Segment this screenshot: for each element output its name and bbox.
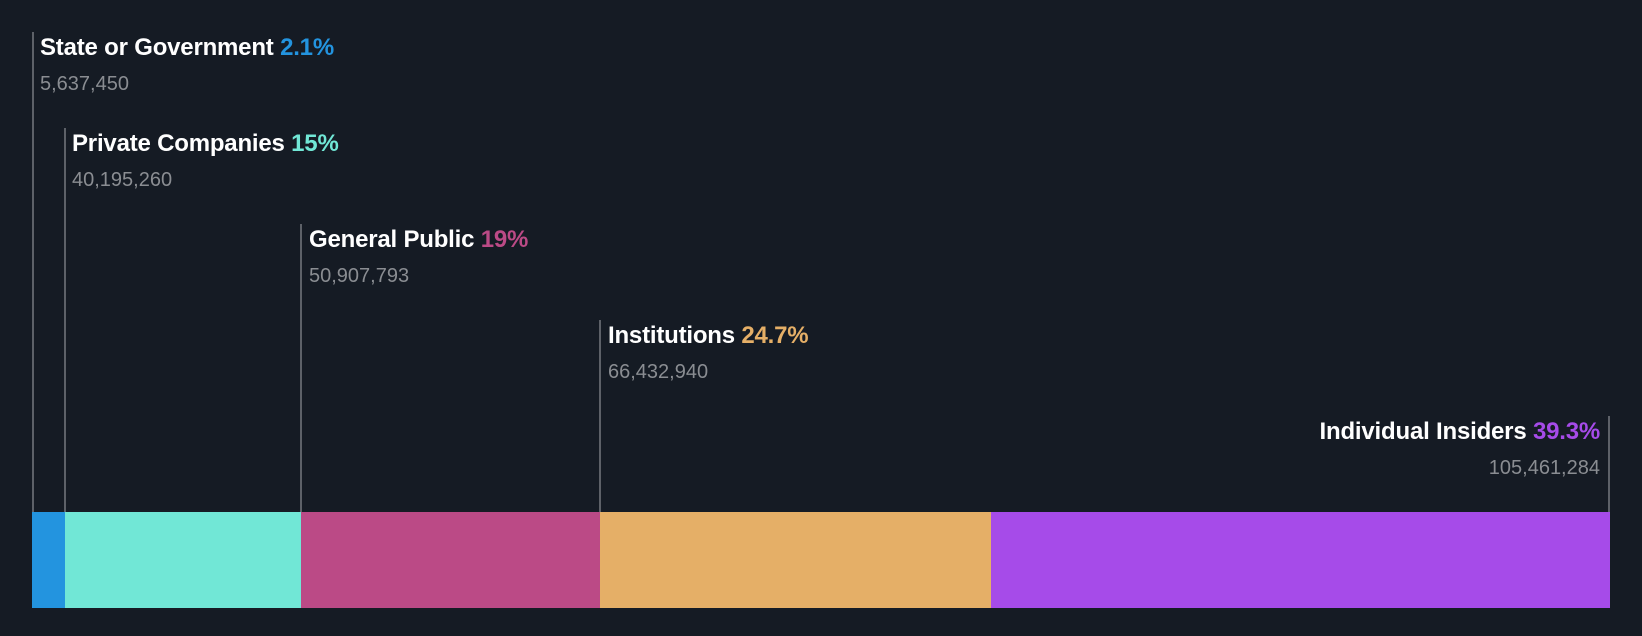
- segment-name: Individual Insiders: [1319, 418, 1527, 445]
- segment-percent: 15%: [291, 130, 339, 157]
- bar-segment-institutions[interactable]: [600, 512, 991, 608]
- segment-shares: 66,432,940: [608, 361, 709, 383]
- segment-title: Private Companies 15%: [72, 130, 339, 158]
- segment-title: State or Government 2.1%: [40, 34, 334, 62]
- segment-shares: 50,907,793: [309, 265, 410, 287]
- bar-segment-individual-insiders[interactable]: [991, 512, 1610, 608]
- segment-label-general-public: General Public 19% 50,907,793: [309, 226, 528, 288]
- segment-percent: 2.1%: [280, 34, 334, 61]
- segment-title: General Public 19%: [309, 226, 528, 254]
- segment-title: Institutions 24.7%: [608, 322, 809, 350]
- segment-label-institutions: Institutions 24.7% 66,432,940: [608, 322, 809, 384]
- leader-line-individual-insiders: [1608, 416, 1610, 512]
- segment-shares: 40,195,260: [72, 169, 173, 191]
- segment-name: General Public: [309, 226, 475, 253]
- segment-name: Private Companies: [72, 130, 285, 157]
- segment-title: Individual Insiders 39.3%: [1319, 418, 1601, 446]
- segment-name: State or Government: [40, 34, 274, 61]
- leader-line-state-or-government: [32, 32, 34, 512]
- segment-percent: 24.7%: [741, 322, 809, 349]
- leader-line-private-companies: [64, 128, 66, 512]
- segment-shares: 105,461,284: [1488, 457, 1600, 479]
- leader-line-general-public: [300, 224, 302, 512]
- segment-label-private-companies: Private Companies 15% 40,195,260: [72, 130, 339, 192]
- segment-name: Institutions: [608, 322, 735, 349]
- segment-shares: 5,637,450: [40, 73, 129, 95]
- leader-line-institutions: [599, 320, 601, 512]
- segment-percent: 39.3%: [1532, 418, 1600, 445]
- bar-segment-general-public[interactable]: [301, 512, 600, 608]
- segment-label-state-or-government: State or Government 2.1% 5,637,450: [40, 34, 334, 96]
- segment-percent: 19%: [480, 226, 529, 253]
- bar-segment-state-or-government[interactable]: [32, 512, 65, 608]
- bar-segment-private-companies[interactable]: [65, 512, 301, 608]
- segment-label-individual-insiders: Individual Insiders 39.3% 105,461,284: [1319, 418, 1601, 480]
